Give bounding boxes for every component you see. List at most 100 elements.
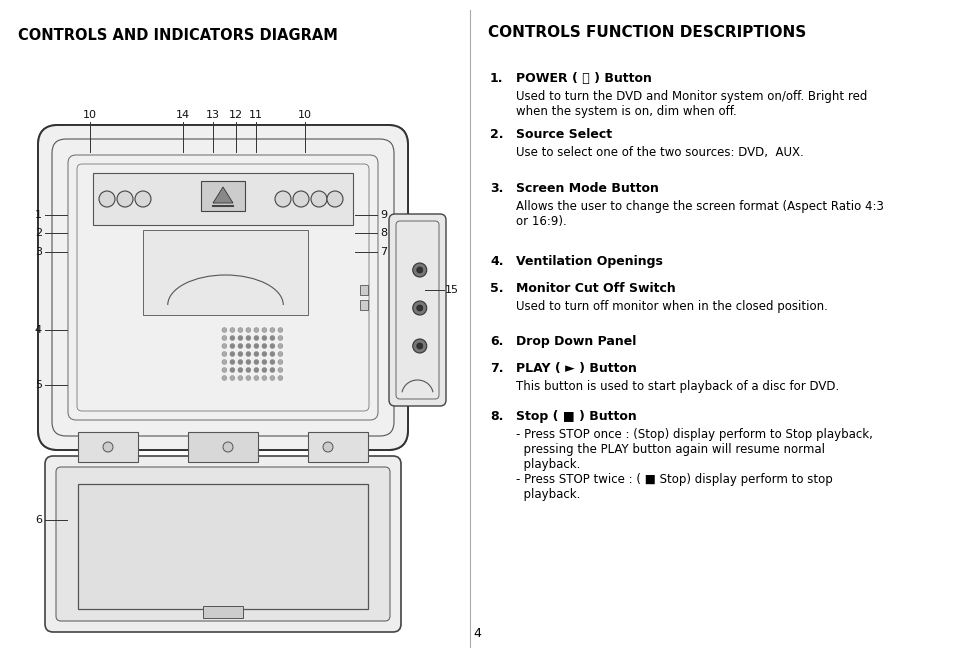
Circle shape xyxy=(246,336,251,340)
Text: 4: 4 xyxy=(35,325,42,335)
Circle shape xyxy=(270,327,274,332)
Circle shape xyxy=(270,376,274,380)
Bar xyxy=(203,606,243,618)
Circle shape xyxy=(277,344,283,348)
Text: POWER ( ⏽ ) Button: POWER ( ⏽ ) Button xyxy=(516,72,651,85)
Circle shape xyxy=(230,327,234,332)
Circle shape xyxy=(230,376,234,380)
Text: 4.: 4. xyxy=(490,255,503,268)
Bar xyxy=(359,285,368,295)
Text: Stop ( ■ ) Button: Stop ( ■ ) Button xyxy=(516,410,636,423)
Circle shape xyxy=(237,351,243,357)
Circle shape xyxy=(237,327,243,332)
Circle shape xyxy=(262,344,267,348)
Text: PLAY ( ► ) Button: PLAY ( ► ) Button xyxy=(516,362,637,375)
Text: 15: 15 xyxy=(444,285,458,295)
Text: 13: 13 xyxy=(206,110,220,120)
Circle shape xyxy=(246,367,251,373)
FancyBboxPatch shape xyxy=(56,467,390,621)
Bar xyxy=(359,300,368,310)
Circle shape xyxy=(262,376,267,380)
Text: 3: 3 xyxy=(35,247,42,257)
Text: - Press STOP once : (Stop) display perform to Stop playback,
  pressing the PLAY: - Press STOP once : (Stop) display perfo… xyxy=(516,428,872,501)
Circle shape xyxy=(230,344,234,348)
Circle shape xyxy=(277,336,283,340)
Circle shape xyxy=(246,376,251,380)
Text: 5: 5 xyxy=(35,380,42,390)
Circle shape xyxy=(99,191,115,207)
Circle shape xyxy=(413,263,426,277)
Circle shape xyxy=(270,367,274,373)
Bar xyxy=(143,230,308,315)
Text: This button is used to start playback of a disc for DVD.: This button is used to start playback of… xyxy=(516,380,839,393)
Circle shape xyxy=(416,267,422,273)
Circle shape xyxy=(230,359,234,365)
Circle shape xyxy=(222,376,227,380)
Circle shape xyxy=(253,336,258,340)
Circle shape xyxy=(246,351,251,357)
Polygon shape xyxy=(213,187,233,203)
Circle shape xyxy=(413,339,426,353)
Text: 6: 6 xyxy=(35,515,42,525)
Text: 6.: 6. xyxy=(490,335,503,348)
Text: Allows the user to change the screen format (Aspect Ratio 4:3
or 16:9).: Allows the user to change the screen for… xyxy=(516,200,882,228)
Circle shape xyxy=(253,359,258,365)
Circle shape xyxy=(262,351,267,357)
Circle shape xyxy=(253,367,258,373)
Text: 10: 10 xyxy=(83,110,97,120)
Circle shape xyxy=(222,327,227,332)
Circle shape xyxy=(253,376,258,380)
Circle shape xyxy=(230,336,234,340)
Circle shape xyxy=(270,344,274,348)
Bar xyxy=(188,432,257,462)
Circle shape xyxy=(253,327,258,332)
Text: 4: 4 xyxy=(473,627,480,640)
Circle shape xyxy=(246,344,251,348)
Circle shape xyxy=(413,301,426,315)
Circle shape xyxy=(416,343,422,349)
Circle shape xyxy=(262,327,267,332)
Bar xyxy=(78,432,138,462)
Circle shape xyxy=(237,344,243,348)
Circle shape xyxy=(223,442,233,452)
Circle shape xyxy=(327,191,343,207)
Circle shape xyxy=(262,367,267,373)
Circle shape xyxy=(246,327,251,332)
Circle shape xyxy=(416,305,422,311)
Circle shape xyxy=(262,336,267,340)
Text: Use to select one of the two sources: DVD,  AUX.: Use to select one of the two sources: DV… xyxy=(516,146,803,159)
Text: Source Select: Source Select xyxy=(516,128,612,141)
FancyBboxPatch shape xyxy=(389,214,446,406)
Circle shape xyxy=(277,367,283,373)
Text: 5.: 5. xyxy=(490,282,503,295)
Text: 10: 10 xyxy=(297,110,312,120)
Circle shape xyxy=(237,359,243,365)
Circle shape xyxy=(117,191,132,207)
Bar xyxy=(308,432,368,462)
Circle shape xyxy=(135,191,151,207)
Circle shape xyxy=(253,351,258,357)
Text: 1.: 1. xyxy=(490,72,503,85)
Text: 12: 12 xyxy=(229,110,243,120)
Circle shape xyxy=(277,359,283,365)
Text: CONTROLS FUNCTION DESCRIPTIONS: CONTROLS FUNCTION DESCRIPTIONS xyxy=(488,25,805,40)
Text: 9: 9 xyxy=(379,210,387,220)
Bar xyxy=(201,181,245,211)
Circle shape xyxy=(237,376,243,380)
Circle shape xyxy=(270,359,274,365)
Bar xyxy=(78,484,368,609)
Text: 2: 2 xyxy=(35,228,42,238)
Text: 8.: 8. xyxy=(490,410,503,423)
Text: 14: 14 xyxy=(175,110,190,120)
Text: 3.: 3. xyxy=(490,182,503,195)
Circle shape xyxy=(277,376,283,380)
Text: 2.: 2. xyxy=(490,128,503,141)
Text: Drop Down Panel: Drop Down Panel xyxy=(516,335,636,348)
Circle shape xyxy=(222,351,227,357)
FancyBboxPatch shape xyxy=(45,456,400,632)
Circle shape xyxy=(293,191,309,207)
FancyBboxPatch shape xyxy=(38,125,408,450)
Circle shape xyxy=(274,191,291,207)
FancyBboxPatch shape xyxy=(38,125,408,450)
Text: 8: 8 xyxy=(379,228,387,238)
